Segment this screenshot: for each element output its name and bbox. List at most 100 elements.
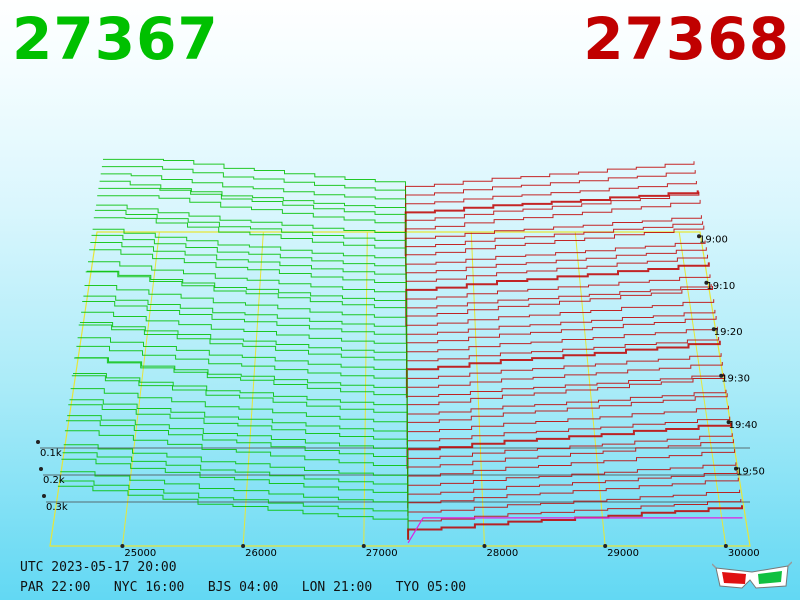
bid-depth-curve [101,166,407,240]
price-gridline [470,231,485,547]
ask-depth-curve [405,221,704,288]
price-gridline [242,231,264,547]
ask-depth-curve [406,375,726,430]
price-tick-dot [241,544,246,548]
ask-depth-curve [407,433,733,477]
time-tick-label: 19:40 [729,420,758,431]
volume-tick-label: 0.2k [43,475,65,486]
ask-depth-curve [405,254,708,319]
ask-depth-curve [405,181,697,248]
ask-depth-curve [405,161,695,232]
ask-depth-curve [406,416,731,461]
bid-depth-curve [69,399,408,461]
time-tick-label: 19:50 [736,467,765,478]
bid-depth-curve [89,249,407,327]
utc-timestamp: UTC 2023-05-17 20:00 [20,560,177,575]
bid-depth-curve [73,373,408,438]
ask-depth-curve [406,405,729,453]
time-tick-dot [697,234,701,239]
bid-depth-curve [71,375,408,445]
world-clocks: PAR 22:00 NYC 16:00 BJS 04:00 LON 21:00 … [20,580,467,595]
bid-depth-curve [85,271,407,351]
floor-outline [49,231,751,547]
3d-glasses-icon[interactable] [712,560,792,592]
bid-depth-curve [75,357,408,422]
bid-depth-curve [62,452,409,509]
ask-depth-curve [405,170,696,240]
price-tick-dot [723,544,728,548]
bid-depth-curve [60,471,409,524]
bid-depth-curve [61,458,409,516]
ask-depth-curve [405,340,721,398]
ask-depth-curve [406,362,723,414]
price-tick-dot [482,544,487,548]
ask-depth-curve [406,286,713,351]
ask-depth-curve [406,373,724,422]
time-tick-label: 19:00 [699,234,728,245]
current-ask-curve [407,517,743,544]
price-tick-label: 27000 [366,548,398,559]
ask-depth-curve [407,499,742,532]
time-tick-dot [734,466,738,471]
price-tick-label: 29000 [607,548,639,559]
ask-depth-curve [406,337,720,390]
volume-tick-dot [36,440,40,444]
price-tick-label: 25000 [124,548,156,559]
volume-tick-dot [42,494,46,498]
bid-depth-curve [103,158,406,232]
time-tick-dot [726,420,731,425]
price-tick-label: 30000 [728,548,760,559]
bid-depth-curve [91,234,407,311]
bid-depth-curve [68,404,408,469]
bid-depth-curve [79,322,408,390]
bid-depth-curve [81,311,408,382]
bid-depth-curve [97,195,407,272]
ask-depth-curve [407,505,743,540]
bid-depth-curve [59,480,409,532]
depth-curves [57,158,743,544]
time-tick-dot [711,327,716,332]
bid-depth-curve [83,295,408,367]
bid-depth-curve [64,430,409,493]
ask-depth-curve [405,199,701,272]
bid-depth-curve [70,388,408,453]
price-tick-dot [120,544,125,548]
ask-depth-curve [406,309,716,367]
bid-depth-curve [88,261,407,335]
chart-floor [40,231,751,547]
ask-depth-curve [405,247,707,311]
time-tick-label: 19:20 [714,327,743,338]
price-tick-label: 28000 [486,548,518,559]
bid-depth-curve [86,270,407,343]
ask-depth-curve [407,489,741,524]
ask-depth-curve [407,470,738,509]
time-tick-dot [719,373,724,378]
ask-depth-curve [406,316,717,374]
ask-depth-curve [407,439,734,485]
bid-depth-curve [90,242,407,319]
volume-tick-label: 0.1k [40,448,62,459]
ask-depth-curve [407,462,737,501]
ask-depth-curve [407,477,739,516]
axis-labels: 25000 26000 27000 28000 29000 30000 0.3k 0.2k 0.… [36,234,765,559]
bid-depth-curve [100,173,407,248]
price-gridline [121,231,160,547]
ask-depth-curve [406,326,718,382]
price-tick-dot [361,544,366,548]
bid-depth-curve [74,357,408,430]
ask-depth-curve [406,353,722,406]
bid-depth-curve [78,324,408,398]
bid-depth-curve [77,337,408,406]
bid-depth-curve [57,485,409,540]
bid-depth-curve [82,301,408,374]
bid-depth-curve [67,415,409,477]
ask-depth-curve [405,191,700,264]
price-gridline [678,231,727,547]
price-gridline [574,231,606,547]
ask-depth-curve [407,449,736,493]
volume-tick-label: 0.3k [46,502,68,513]
time-tick-dot [704,280,709,285]
ask-depth-curve [405,240,706,303]
price-gridline [363,231,368,547]
